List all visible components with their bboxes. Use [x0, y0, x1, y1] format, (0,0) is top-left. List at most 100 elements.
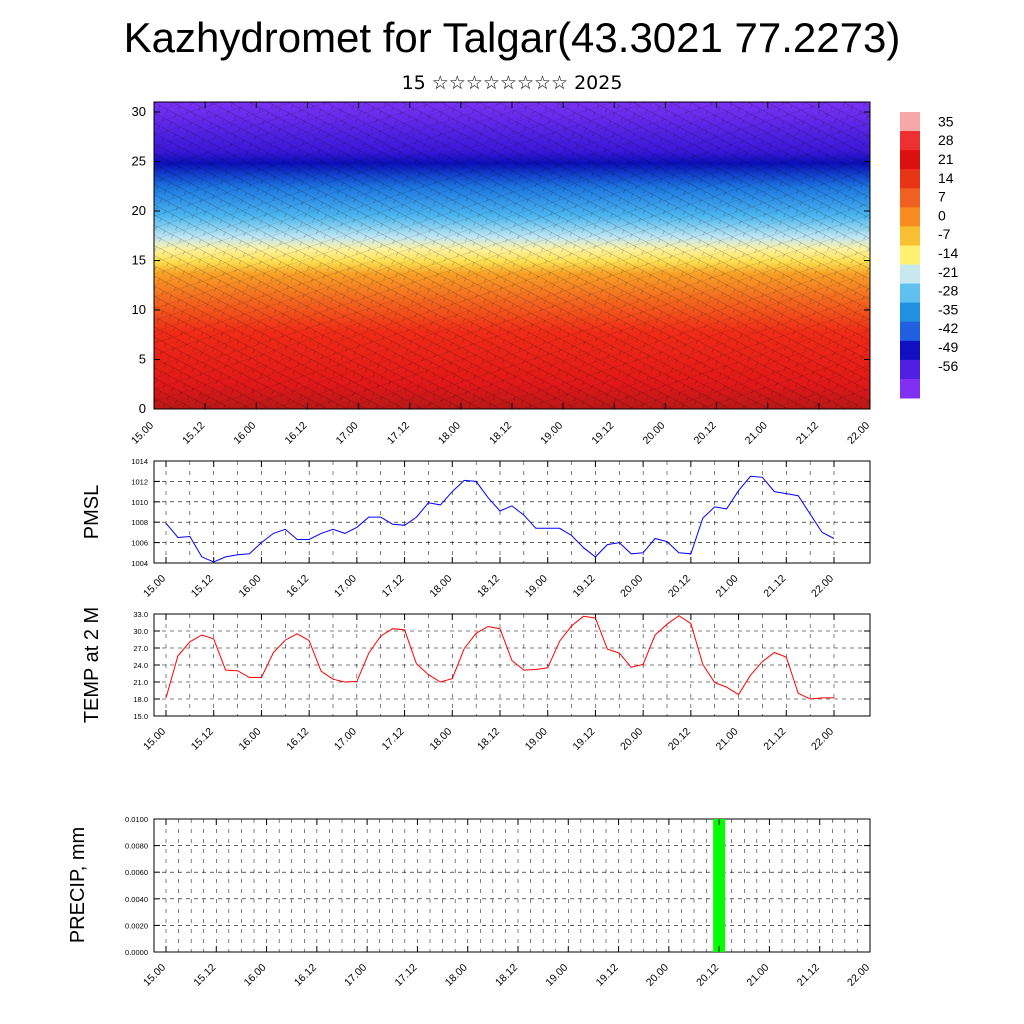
- x-tick-label: 21.00: [743, 420, 770, 447]
- colorbar-box: [900, 207, 920, 227]
- colorbar-box: [900, 150, 920, 170]
- x-tick-label: 22.00: [809, 726, 836, 753]
- colorbar-label: 35: [938, 113, 954, 129]
- x-tick-label: 16.12: [282, 420, 309, 447]
- y-tick-label: 10: [132, 302, 146, 317]
- colorbar-box: [900, 302, 920, 323]
- pmsl-frame: [153, 460, 871, 564]
- x-tick-label: 20.12: [692, 420, 719, 447]
- x-tick-label: 19.00: [523, 726, 550, 753]
- colorbar-box: [900, 321, 920, 342]
- colorbar-box: [900, 340, 920, 361]
- x-tick-label: 18.00: [427, 573, 454, 600]
- x-tick-label: 15.12: [191, 962, 218, 989]
- colorbar-box: [900, 378, 920, 399]
- x-tick-label: 22.00: [845, 420, 872, 447]
- x-tick-label: 17.12: [380, 726, 407, 753]
- x-tick-label: 20.00: [618, 726, 645, 753]
- page-subtitle: 15 ☆☆☆☆☆☆☆☆ 2025: [401, 72, 623, 94]
- colorbar-label: 0: [938, 207, 946, 223]
- x-tick-label: 17.00: [332, 726, 359, 753]
- series-line: [165, 475, 835, 563]
- precip-y-axis: 0.0000 0.0020 0.0040 0.0060 0.0080 0.0100: [125, 815, 870, 957]
- x-tick-label: 18.12: [475, 726, 502, 753]
- y-tick-label: 20: [132, 203, 146, 218]
- precip-ylabel: PRECIP, mm: [67, 827, 89, 943]
- y-tick-label: 1008: [131, 518, 148, 527]
- wind-barbs-secondary: [154, 102, 870, 409]
- y-tick-label: 0.0000: [125, 948, 148, 957]
- colorbar-box: [900, 112, 920, 132]
- x-tick-label: 15.00: [141, 573, 168, 600]
- x-tick-label: 20.12: [666, 726, 693, 753]
- y-tick-label: 25: [132, 154, 146, 169]
- y-tick-label: 30: [132, 104, 146, 119]
- precip-bar: [713, 819, 726, 952]
- x-tick-label: 17.00: [332, 573, 359, 600]
- x-tick-label: 18.12: [475, 573, 502, 600]
- x-tick-label: 18.00: [443, 962, 470, 989]
- colorbar-label: 21: [938, 151, 954, 167]
- colorbar-label: -49: [938, 339, 958, 355]
- colorbar-label: -21: [938, 264, 958, 280]
- colorbar-box: [900, 359, 920, 380]
- colorbar-label: -56: [938, 358, 958, 374]
- x-tick-label: 21.00: [744, 962, 771, 989]
- y-tick-label: 0.0040: [125, 895, 148, 904]
- colorbar-labels: 35 28 21 14 7 0 -7 -14 -21 -28 -35 -42 -49 -56: [938, 113, 958, 373]
- temp-series: [165, 615, 834, 700]
- y-tick-label: 1004: [131, 559, 148, 568]
- colorbar-box: [900, 264, 920, 285]
- x-tick-label: 21.12: [761, 573, 788, 600]
- heatmap-panel: 0 5 10 15 20 25 30 15.00 15.12 16.00 16.12 17.00 17…: [129, 101, 872, 447]
- x-tick-label: 19.12: [589, 420, 616, 447]
- x-tick-label: 17.12: [392, 962, 419, 989]
- heatmap-y-axis: 0 5 10 15 20 25 30: [132, 104, 870, 416]
- y-tick-label: 0.0020: [125, 921, 148, 930]
- y-tick-label: 24.0: [133, 661, 148, 670]
- colorbar-label: 28: [938, 132, 954, 148]
- pmsl-y-axis: 1004 1006 1008 1010 1012 1014: [131, 457, 870, 568]
- x-tick-label: 21.12: [794, 420, 821, 447]
- x-tick-label: 18.12: [493, 962, 520, 989]
- x-tick-label: 19.12: [570, 573, 597, 600]
- pmsl-panel: 1004 1006 1008 1010 1012 1014 15.00 15.12 16.00…: [81, 457, 871, 600]
- x-tick-label: 21.00: [714, 573, 741, 600]
- x-tick-label: 20.00: [640, 420, 667, 447]
- x-tick-label: 18.00: [436, 420, 463, 447]
- y-tick-label: 33.0: [133, 610, 148, 619]
- y-tick-label: 15.0: [133, 712, 148, 721]
- colorbar-label: -7: [938, 226, 951, 242]
- x-tick-label: 19.12: [570, 726, 597, 753]
- x-tick-label: 20.12: [694, 962, 721, 989]
- y-tick-label: 5: [139, 352, 146, 367]
- colorbar-label: -28: [938, 283, 958, 299]
- y-tick-label: 0: [139, 401, 146, 416]
- pmsl-series: [165, 475, 835, 563]
- x-tick-label: 19.00: [543, 962, 570, 989]
- y-tick-label: 0.0080: [125, 842, 148, 851]
- y-tick-label: 27.0: [133, 644, 148, 653]
- precip-frame: [153, 818, 871, 953]
- y-tick-label: 30.0: [133, 627, 148, 636]
- x-tick-label: 15.12: [180, 420, 207, 447]
- x-tick-label: 21.00: [714, 726, 741, 753]
- colorbar-box: [900, 131, 920, 151]
- temp-grid: [154, 613, 870, 717]
- x-tick-label: 21.12: [761, 726, 788, 753]
- colorbar-label: -42: [938, 320, 958, 336]
- y-tick-label: 15: [132, 253, 146, 268]
- x-tick-label: 16.00: [236, 726, 263, 753]
- pmsl-ylabel: PMSL: [81, 485, 103, 539]
- pmsl-grid: [154, 460, 870, 564]
- x-tick-label: 16.00: [242, 962, 269, 989]
- y-tick-label: 1010: [131, 498, 148, 507]
- x-tick-label: 15.12: [189, 573, 216, 600]
- x-tick-label: 21.12: [795, 962, 822, 989]
- x-tick-label: 18.00: [427, 726, 454, 753]
- colorbar-label: -14: [938, 245, 958, 261]
- temp-frame: [153, 613, 871, 717]
- x-tick-label: 16.12: [284, 726, 311, 753]
- colorbar-box: [900, 245, 920, 266]
- x-tick-label: 15.00: [141, 962, 168, 989]
